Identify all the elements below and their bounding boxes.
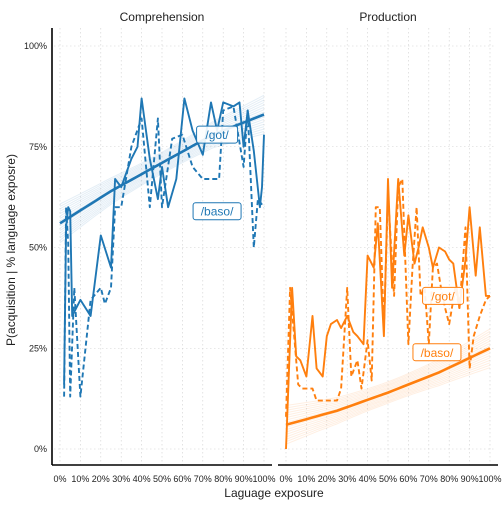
x-tick-label: 100% — [252, 474, 275, 484]
x-tick-label: 40% — [133, 474, 151, 484]
x-tick-label: 70% — [194, 474, 212, 484]
x-tick-label: 60% — [399, 474, 417, 484]
x-tick-label: 30% — [112, 474, 130, 484]
fit-draw-line — [285, 367, 491, 445]
fit-draw-line — [285, 352, 491, 431]
series-label-layer: /got/ /baso/ /got/ /baso/ — [192, 125, 465, 362]
x-tick-label: 100% — [478, 474, 501, 484]
series-line-production-got — [285, 178, 490, 450]
series-label-box — [196, 125, 239, 144]
x-tick-label: 30% — [338, 474, 356, 484]
series-label-production-got: /got/ — [422, 286, 465, 305]
fit-draw-line — [59, 109, 265, 219]
x-tick-label: 10% — [71, 474, 89, 484]
x-tick-label: 80% — [440, 474, 458, 484]
x-tick-label: 50% — [379, 474, 397, 484]
fit-draw-line — [59, 94, 265, 205]
fit-draw-line — [59, 99, 265, 210]
x-tick-label: 90% — [235, 474, 253, 484]
x-tick-label: 80% — [214, 474, 232, 484]
y-tick-label: 0% — [34, 444, 47, 454]
fit-draw-line — [59, 130, 265, 241]
fit-draw-line — [59, 97, 265, 207]
series-label-text: /baso/ — [201, 205, 234, 219]
x-tick-label: 40% — [359, 474, 377, 484]
x-tick-label: 20% — [92, 474, 110, 484]
panel-title-comprehension: Comprehension — [120, 10, 205, 24]
x-tick-label: 60% — [173, 474, 191, 484]
series-label-production-baso: /baso/ — [412, 343, 462, 362]
series-label-text: /got/ — [431, 289, 455, 303]
series-label-comprehension-got: /got/ — [196, 125, 239, 144]
x-tick-label: 70% — [420, 474, 438, 484]
series-label-text: /baso/ — [421, 346, 454, 360]
x-tick-label: 20% — [318, 474, 336, 484]
y-tick-label: 100% — [24, 41, 47, 51]
fit-draw-line — [285, 357, 491, 435]
grid-layer — [54, 28, 496, 465]
fit-line-production — [285, 347, 491, 427]
x-tick-label: 0% — [279, 474, 292, 484]
axes-layer: 0% 10% 20% 30% 40% 50% 60% 70% 80% 90% 100% 0% 10% 20… — [24, 28, 502, 484]
series-label-comprehension-baso: /baso/ — [192, 202, 242, 221]
series-label-text: /got/ — [205, 128, 229, 142]
series-label-box — [422, 286, 465, 305]
series-line-comprehension-baso — [63, 105, 265, 398]
series-label-box — [192, 202, 242, 221]
fit-draw-line — [285, 355, 491, 433]
x-tick-label: 0% — [53, 474, 66, 484]
x-tick-label: 50% — [153, 474, 171, 484]
x-tick-label: 10% — [297, 474, 315, 484]
fit-draw-line — [59, 104, 265, 215]
y-tick-label: 75% — [29, 142, 47, 152]
x-axis-title: Laguage exposure — [224, 486, 324, 500]
fit-draw-line — [285, 362, 491, 440]
fit-draw-line — [285, 364, 491, 443]
fit-draw-line — [285, 359, 491, 438]
panel-title-production: Production — [359, 10, 416, 24]
y-axis-title: P(acquisition | % language exposre) — [4, 154, 18, 346]
series-label-box — [412, 343, 462, 362]
fit-draw-line — [59, 106, 265, 217]
x-tick-label: 90% — [461, 474, 479, 484]
fit-band-layer — [59, 94, 491, 445]
y-tick-label: 25% — [29, 343, 47, 353]
y-tick-label: 50% — [29, 243, 47, 253]
series-layer — [63, 97, 491, 450]
fit-draw-line — [59, 101, 265, 212]
series-line-comprehension-got — [63, 97, 265, 385]
